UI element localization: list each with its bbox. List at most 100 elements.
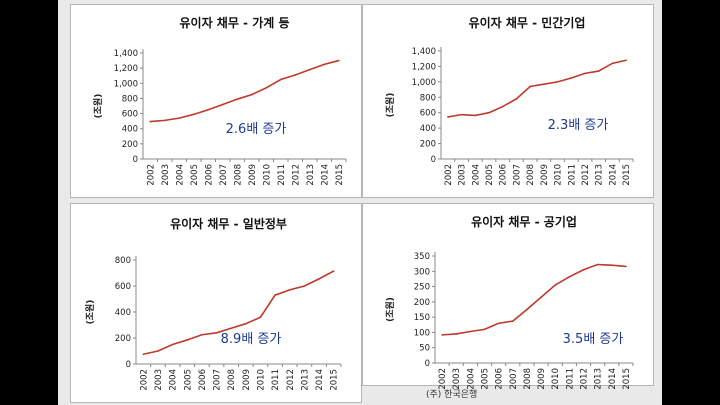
x-tick-label: 2015	[330, 369, 340, 391]
data-point	[474, 114, 477, 117]
x-tick-label: 2005	[190, 164, 200, 186]
y-tick-label: 0	[133, 155, 138, 165]
x-tick-label: 2002	[438, 368, 448, 390]
data-point	[265, 87, 268, 89]
data-point	[274, 294, 276, 296]
x-tick-label: 2004	[466, 368, 476, 390]
x-tick-label: 2010	[256, 369, 266, 391]
x-tick-label: 2013	[300, 369, 310, 391]
chart-title: 유이자 채무 - 공기업	[471, 214, 577, 229]
series-line	[143, 270, 335, 356]
x-tick-label: 2010	[262, 164, 272, 186]
y-tick-label: 0	[431, 155, 436, 165]
y-tick-label: 100	[414, 328, 430, 338]
x-tick-label: 2009	[537, 368, 547, 390]
x-tick-label: 2013	[594, 368, 604, 390]
chart-title: 유이자 채무 - 민간기업	[469, 15, 586, 30]
y-tick-label: 150	[414, 313, 430, 323]
data-point	[279, 78, 282, 81]
data-point	[303, 285, 306, 287]
data-point	[163, 119, 166, 122]
data-point	[625, 59, 627, 62]
data-point	[455, 333, 458, 335]
growth-annotation: 2.3배 증가	[548, 118, 609, 133]
data-point	[259, 316, 262, 318]
chart-government: 유이자 채무 - 일반정부 0 200 400 600 800 2002 2003 2004 20…	[84, 216, 342, 391]
chart-title: 유이자 채무 - 일반정부	[170, 216, 287, 231]
x-tick-label: 2013	[595, 164, 605, 186]
y-tick-label: 800	[122, 94, 138, 104]
x-tick-label: 2004	[471, 164, 481, 186]
y-tick-label: 1,200	[114, 64, 138, 74]
y-axis-label: (조원)	[384, 93, 396, 118]
x-tick-label: 2004	[169, 369, 179, 391]
x-tick-label: 2002	[444, 164, 454, 186]
data-point	[230, 327, 232, 330]
y-tick-label: 200	[115, 334, 131, 344]
y-tick-label: 400	[420, 124, 436, 134]
data-point	[570, 77, 573, 79]
data-point	[556, 81, 559, 83]
x-tick-label: 2008	[233, 164, 243, 186]
data-point	[568, 275, 571, 278]
x-tick-label: 2004	[175, 164, 185, 186]
data-point	[245, 322, 247, 325]
y-tick-label: 350	[414, 252, 430, 262]
y-tick-label: 400	[122, 125, 138, 135]
y-tick-label: 600	[420, 109, 436, 119]
x-tick-label: 2012	[291, 164, 301, 186]
x-tick-label: 2008	[227, 369, 237, 391]
x-tick-label: 2007	[219, 164, 229, 186]
data-point	[488, 111, 490, 114]
data-point	[543, 83, 545, 85]
y-tick-label: 200	[414, 298, 430, 308]
x-tick-label: 2011	[271, 369, 281, 391]
data-point	[288, 289, 291, 291]
x-tick-label: 2006	[495, 368, 505, 390]
y-tick-label: 600	[122, 110, 138, 120]
x-tick-label: 2012	[580, 368, 590, 390]
data-point	[337, 59, 340, 62]
data-point	[554, 284, 557, 286]
data-point	[501, 105, 504, 108]
y-tick-label: 1,200	[412, 62, 436, 72]
y-tick-label: 1,400	[412, 47, 436, 57]
data-point	[149, 120, 152, 123]
x-tick-label: 2006	[204, 164, 214, 186]
x-tick-label: 2010	[551, 368, 561, 390]
data-point	[582, 268, 585, 271]
y-axis-label: (조원)	[84, 300, 96, 325]
data-point	[610, 264, 613, 266]
y-tick-label: 600	[115, 282, 131, 292]
x-tick-label: 2007	[512, 164, 522, 186]
x-tick-label: 2005	[183, 369, 193, 391]
data-point	[250, 93, 253, 96]
data-point	[207, 108, 210, 111]
x-tick-label: 2010	[554, 164, 564, 186]
data-point	[526, 308, 528, 311]
chart-panel-household: 유이자 채무 - 가계 등 0 200 400 600 800 1,000 1,200 1,40…	[70, 4, 362, 198]
data-point	[611, 62, 614, 65]
data-point	[178, 117, 181, 119]
y-tick-label: 800	[115, 256, 131, 266]
x-tick-label: 2014	[315, 369, 325, 391]
data-point	[294, 74, 297, 76]
x-tick-label: 2013	[306, 164, 316, 186]
chart-panel-private-corp: 유이자 채무 - 민간기업 0 200 400 600 800 1,000 1,200 1,40…	[362, 4, 654, 198]
data-point	[515, 98, 518, 100]
chart-private-corp: 유이자 채무 - 민간기업 0 200 400 600 800 1,000 1,200 1,40…	[384, 15, 634, 186]
data-point	[469, 330, 472, 333]
x-tick-label: 2015	[335, 164, 345, 186]
data-point	[186, 339, 189, 341]
series-line	[442, 263, 626, 336]
x-tick-label: 2009	[248, 164, 258, 186]
x-tick-label: 2014	[608, 368, 618, 390]
data-point	[597, 70, 600, 72]
data-point	[201, 333, 203, 336]
y-axis-label: (조원)	[92, 94, 104, 119]
slide-background: 유이자 채무 - 가계 등 0 200 400 600 800 1,000 1,200 1,40…	[58, 0, 662, 405]
data-point	[171, 343, 174, 346]
data-point	[236, 98, 239, 100]
data-point	[142, 353, 145, 356]
chart-household: 유이자 채무 - 가계 등 0 200 400 600 800 1,000 1,200 1,40…	[92, 15, 347, 186]
